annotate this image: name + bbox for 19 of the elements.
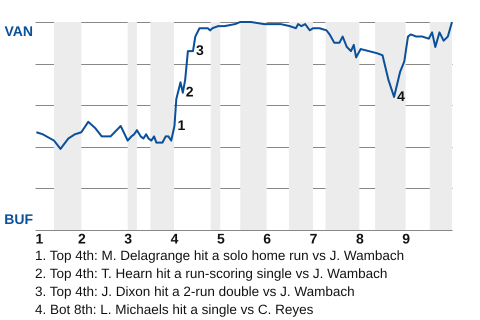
x-tick-label: 7 [310, 230, 318, 246]
x-tick-label: 9 [402, 230, 410, 246]
x-tick-label: 1 [36, 230, 44, 246]
annotation: 1 [177, 117, 186, 133]
text: BUF [4, 211, 34, 227]
text: 3. Top 4th: J. Dixon hit a 2-run double vs J. Wambach [35, 284, 355, 299]
x-tick-label: 4 [170, 230, 179, 246]
text: VAN [4, 23, 33, 39]
text: 1. Top 4th: M. Delagrange hit a solo home run vs J. Wambach [35, 248, 404, 263]
x-tick-label: 8 [356, 230, 364, 246]
annotation: 2 [186, 84, 194, 100]
x-tick-label: 2 [78, 230, 86, 246]
x-tick-label: 3 [124, 230, 132, 246]
text: 2. Top 4th: T. Hearn hit a run-scoring single vs J. Wambach [35, 266, 388, 281]
annotation: 3 [196, 42, 204, 58]
text: 4. Bot 8th: L. Michaels hit a single vs C. Reyes [35, 302, 314, 317]
annotation: 4 [397, 88, 406, 104]
x-tick-label: 5 [216, 230, 225, 246]
x-tick-label: 6 [263, 230, 272, 246]
